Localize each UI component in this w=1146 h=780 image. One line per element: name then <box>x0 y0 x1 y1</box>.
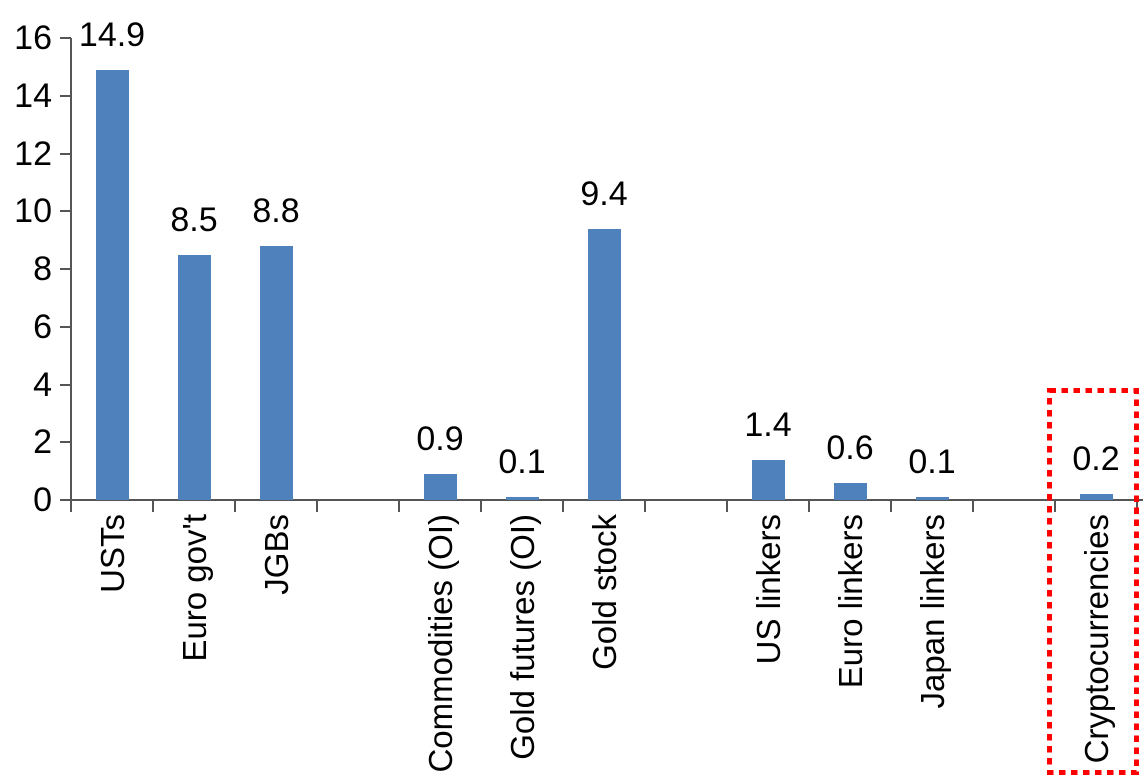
x-axis-tick <box>398 500 400 512</box>
x-axis-tick <box>972 500 974 512</box>
x-axis-tick <box>234 500 236 512</box>
y-axis-tick-label: 4 <box>33 365 52 404</box>
y-axis-tick-label: 0 <box>33 481 52 519</box>
value-label-jgbs: 8.8 <box>252 191 300 230</box>
y-axis-tick <box>60 210 71 213</box>
value-label-cryptocurrencies: 0.2 <box>1072 440 1120 479</box>
value-label-gold-futures-oi: 0.1 <box>498 443 546 482</box>
bar-euro-gov-t <box>177 254 211 500</box>
x-axis-tick <box>808 500 810 512</box>
category-label-usts: USTs <box>94 514 131 593</box>
y-axis-tick <box>60 37 71 39</box>
x-axis-tick <box>890 500 892 512</box>
y-axis-tick-label: 2 <box>33 423 52 462</box>
bar-euro-linkers <box>833 482 867 500</box>
x-axis-tick <box>1054 500 1056 512</box>
category-label-gold-stock: Gold stock <box>586 514 623 670</box>
y-axis-tick <box>60 441 71 444</box>
value-label-japan-linkers: 0.1 <box>908 443 956 482</box>
bar-cryptocurrencies <box>1079 494 1113 500</box>
bar-jgbs <box>259 245 293 500</box>
y-axis-tick-label: 6 <box>33 307 52 346</box>
x-axis-tick <box>644 500 646 512</box>
x-axis-tick <box>316 500 318 512</box>
y-axis-tick <box>60 268 71 270</box>
x-axis-tick <box>152 500 154 512</box>
value-label-gold-stock: 9.4 <box>580 174 628 213</box>
category-label-jgbs: JGBs <box>258 514 295 595</box>
bar-japan-linkers <box>915 497 949 500</box>
x-axis-tick <box>1136 500 1138 512</box>
category-label-euro-linkers: Euro linkers <box>832 514 869 689</box>
category-label-euro-gov-t: Euro gov't <box>176 514 213 662</box>
y-axis-tick-label: 16 <box>14 19 52 57</box>
category-label-gold-futures-oi: Gold futures (OI) <box>504 514 541 760</box>
x-axis-tick <box>70 500 72 512</box>
value-label-us-linkers: 1.4 <box>744 405 792 444</box>
value-label-commodities-oi: 0.9 <box>416 420 464 458</box>
bar-gold-futures-oi <box>505 497 539 500</box>
y-axis-tick <box>60 499 71 501</box>
bar-commodities-oi <box>423 474 457 500</box>
y-axis-tick <box>60 152 71 155</box>
value-label-usts: 14.9 <box>78 15 146 54</box>
y-axis-tick-label: 10 <box>14 192 52 231</box>
y-axis-tick <box>60 383 71 386</box>
y-axis-tick-label: 14 <box>14 76 52 115</box>
bar-us-linkers <box>751 459 785 500</box>
y-axis-tick <box>60 94 71 97</box>
y-axis-tick-label: 12 <box>14 134 52 173</box>
x-axis-tick <box>480 500 482 512</box>
x-axis-tick <box>562 500 564 512</box>
bar-usts <box>95 69 129 500</box>
x-axis-tick <box>726 500 728 512</box>
category-label-cryptocurrencies: Cryptocurrencies <box>1078 514 1115 764</box>
y-axis-line <box>70 38 72 501</box>
category-label-japan-linkers: Japan linkers <box>914 514 951 709</box>
category-label-commodities-oi: Commodities (OI) <box>422 514 459 773</box>
category-label-us-linkers: US linkers <box>750 514 787 665</box>
value-label-euro-linkers: 0.6 <box>826 428 874 467</box>
bar-gold-stock <box>587 228 621 500</box>
x-axis-line <box>70 499 1143 501</box>
value-label-euro-gov-t: 8.5 <box>170 200 218 239</box>
y-axis-tick <box>60 325 71 328</box>
y-axis-tick-label: 8 <box>33 250 52 288</box>
